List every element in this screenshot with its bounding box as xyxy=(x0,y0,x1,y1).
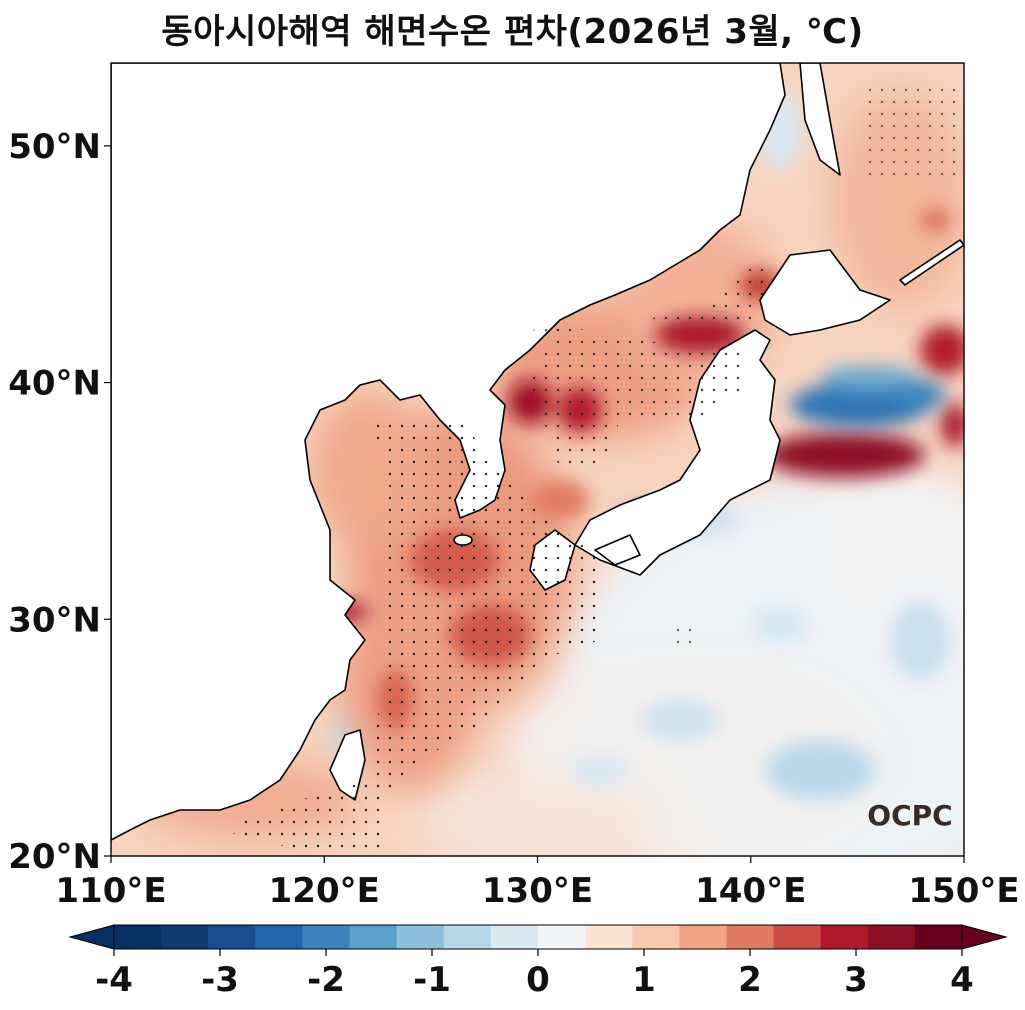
significance-dots xyxy=(220,80,960,850)
colorbar-segment xyxy=(632,925,680,949)
y-tick-label: 40°N xyxy=(8,364,101,404)
ocpc-logo: OCPC xyxy=(867,799,952,832)
colorbar-segment xyxy=(161,925,209,949)
colorbar-segment xyxy=(255,925,303,949)
colorbar-segment xyxy=(679,925,727,949)
colorbar-tick-label: 4 xyxy=(950,960,974,1000)
colorbar-segment xyxy=(114,925,162,949)
colorbar-tick-label: -3 xyxy=(201,960,239,1000)
colorbar-segment xyxy=(773,925,822,949)
colorbar-segment xyxy=(490,925,539,949)
x-axis: 110°E 120°E 130°E 140°E 150°E xyxy=(55,856,1020,911)
x-tick-label: 120°E xyxy=(269,871,380,911)
y-tick-label: 30°N xyxy=(8,600,101,640)
x-tick-label: 150°E xyxy=(908,871,1019,911)
x-tick-label: 110°E xyxy=(55,871,166,911)
y-tick-label: 50°N xyxy=(8,127,101,167)
colorbar-segment xyxy=(443,925,492,949)
colorbar-segment xyxy=(208,925,256,949)
x-tick-label: 130°E xyxy=(482,871,593,911)
colorbar-segment xyxy=(585,925,633,949)
colorbar-segment xyxy=(396,925,445,949)
colorbar-segment xyxy=(538,925,586,949)
anomaly-field: OCPC xyxy=(111,63,964,856)
map-title: 동아시아해역 해면수온 편차(2026년 3월, ℃) xyxy=(161,12,864,52)
colorbar-tick-label: -1 xyxy=(413,960,451,1000)
x-tick-label: 140°E xyxy=(695,871,806,911)
colorbar-segment xyxy=(349,925,398,949)
colorbar-tick-label: 0 xyxy=(526,960,550,1000)
colorbar: -4 -3 -2 -1 0 1 2 3 4 xyxy=(68,924,1008,1000)
colorbar-tick-label: 1 xyxy=(632,960,656,1000)
colorbar-segment xyxy=(302,925,351,949)
colorbar-segment xyxy=(726,925,775,949)
colorbar-tick-label: 2 xyxy=(738,960,762,1000)
colorbar-max-extend xyxy=(961,924,1008,950)
colorbar-tick-label: -2 xyxy=(307,960,345,1000)
y-tick-label: 20°N xyxy=(8,837,101,877)
colorbar-segment xyxy=(914,925,963,949)
colorbar-segment xyxy=(867,925,916,949)
colorbar-min-extend xyxy=(68,924,115,950)
colorbar-tick-label: 3 xyxy=(844,960,868,1000)
colorbar-tick-label: -4 xyxy=(95,960,133,1000)
y-axis: 20°N 30°N 40°N 50°N xyxy=(8,127,111,877)
colorbar-segment xyxy=(820,925,869,949)
